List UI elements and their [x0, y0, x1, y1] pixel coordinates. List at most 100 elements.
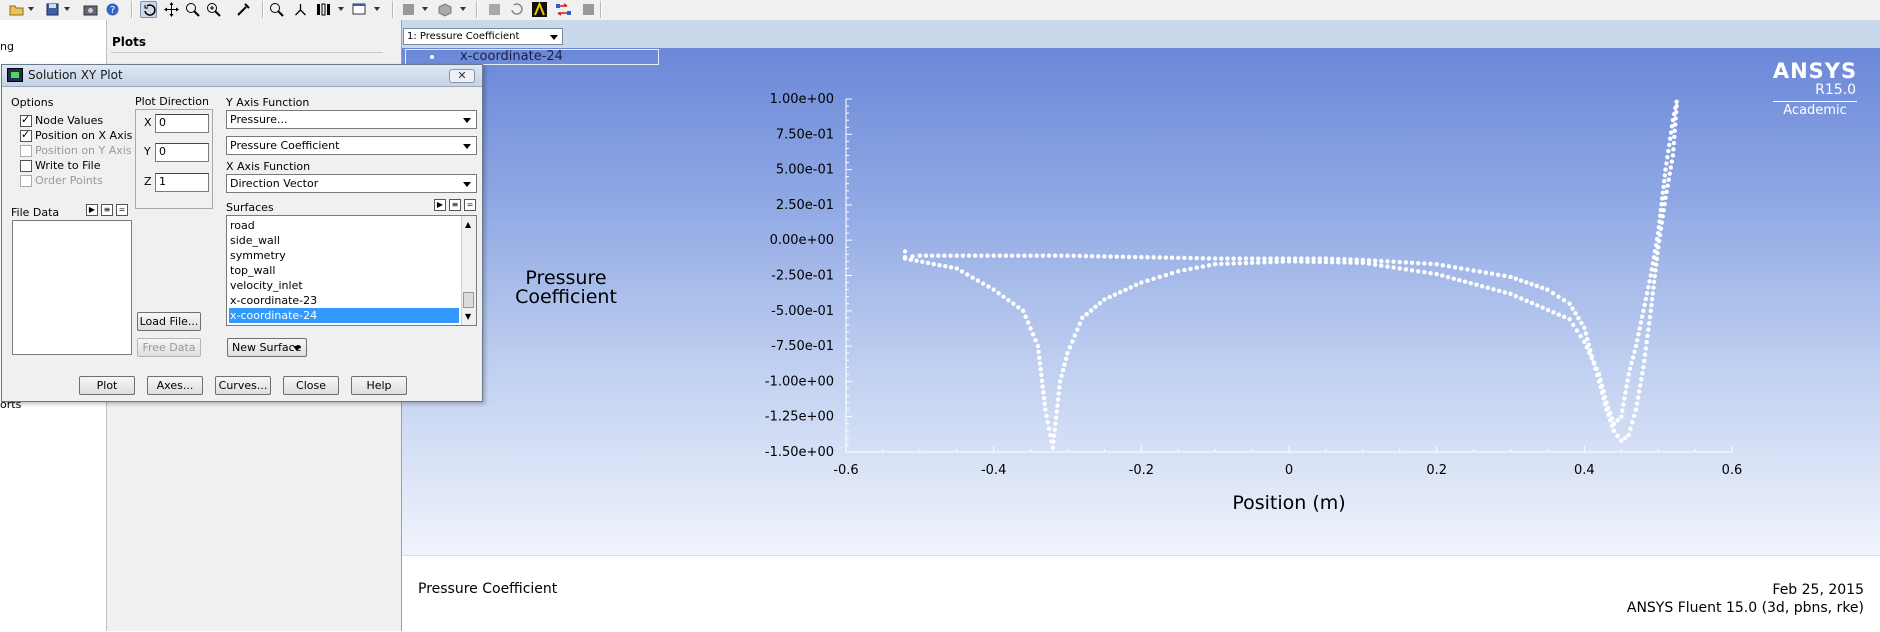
data-point	[1483, 270, 1489, 275]
y-tick-label: -5.00e-01	[771, 304, 834, 319]
list-scrollbar[interactable]: ▲ ▼	[461, 216, 476, 325]
select-all-icon[interactable]: ▶	[86, 204, 98, 216]
data-point	[1489, 271, 1495, 276]
node-values-checkbox[interactable]	[20, 113, 32, 127]
data-point	[1372, 258, 1378, 263]
footer-plot-name: Pressure Coefficient	[418, 581, 558, 597]
data-point	[1088, 308, 1094, 313]
chevron-down-icon[interactable]	[64, 7, 70, 11]
close-button[interactable]: Close	[283, 376, 339, 395]
data-point	[1540, 305, 1545, 310]
list-item-selected[interactable]: x-coordinate-24	[229, 308, 459, 323]
y-axis-function-select[interactable]: Pressure...	[226, 110, 477, 129]
scroll-down-icon[interactable]: ▼	[465, 312, 472, 321]
data-point	[1385, 264, 1390, 269]
close-icon[interactable]: ✕	[449, 69, 475, 83]
data-point	[1660, 190, 1666, 195]
data-point	[1611, 428, 1617, 434]
chevron-down-icon[interactable]	[460, 7, 466, 11]
zoom-fit-icon[interactable]	[268, 1, 285, 18]
data-point	[1649, 302, 1654, 308]
layout-icon[interactable]	[315, 1, 332, 18]
zoom-box-icon[interactable]	[205, 1, 222, 18]
load-file-button[interactable]: Load File...	[137, 312, 201, 331]
chevron-down-icon[interactable]	[28, 7, 34, 11]
compare-icon[interactable]	[555, 1, 572, 18]
rotate-icon[interactable]	[140, 1, 157, 18]
chevron-down-icon[interactable]	[338, 7, 344, 11]
list-item[interactable]: x-coordinate-23	[230, 294, 318, 307]
data-point	[1021, 308, 1026, 313]
deselect-icon[interactable]: =	[464, 199, 476, 211]
data-point	[1622, 435, 1628, 441]
data-point	[1513, 293, 1519, 299]
scroll-thumb[interactable]	[463, 292, 474, 308]
data-point	[1397, 266, 1402, 271]
data-point	[1035, 343, 1041, 349]
data-point	[1524, 298, 1529, 303]
data-point	[1446, 264, 1452, 269]
zoom-icon[interactable]	[184, 1, 201, 18]
open-icon[interactable]	[8, 1, 25, 18]
translate-icon[interactable]	[163, 1, 180, 18]
curves-button[interactable]: Curves...	[215, 376, 271, 395]
list-item[interactable]: symmetry	[230, 249, 286, 262]
list-item[interactable]: velocity_inlet	[230, 279, 303, 292]
plot-canvas[interactable]	[402, 48, 1880, 555]
y-axis-quantity-value: Pressure Coefficient	[230, 139, 340, 152]
graphics-window-selector[interactable]: 1: Pressure Coefficient	[403, 28, 563, 45]
select-all-icon[interactable]: ▶	[434, 199, 446, 211]
data-point	[1582, 339, 1587, 345]
chevron-down-icon[interactable]	[422, 7, 428, 11]
stop-icon[interactable]	[580, 1, 597, 18]
snapshot-icon[interactable]	[82, 1, 99, 18]
new-surface-button[interactable]: New Surface	[227, 338, 307, 357]
help-button[interactable]: Help	[351, 376, 407, 395]
data-point	[1102, 254, 1107, 259]
fluent-logo-icon[interactable]	[531, 1, 548, 18]
data-point	[1621, 402, 1626, 407]
data-point	[931, 261, 936, 267]
data-point	[1023, 314, 1028, 319]
data-point	[1225, 261, 1230, 266]
help-icon[interactable]: ?	[104, 1, 121, 18]
direction-y-input[interactable]: 0	[155, 143, 209, 162]
list-icon[interactable]: ≡	[101, 204, 113, 216]
chevron-down-icon[interactable]	[374, 7, 380, 11]
y-axis-quantity-select[interactable]: Pressure Coefficient	[226, 136, 477, 155]
window-icon[interactable]	[351, 1, 368, 18]
list-item[interactable]: road	[230, 219, 255, 232]
surface-icon[interactable]	[436, 1, 453, 18]
probe-icon[interactable]	[235, 1, 252, 18]
mesh-display-icon[interactable]	[400, 1, 417, 18]
scroll-up-icon[interactable]: ▲	[465, 220, 472, 229]
list-item[interactable]: side_wall	[230, 234, 280, 247]
list-icon[interactable]: ≡	[449, 199, 461, 211]
deselect-icon[interactable]: =	[116, 204, 128, 216]
position-x-checkbox[interactable]	[20, 128, 32, 142]
data-point	[1513, 276, 1518, 281]
write-to-file-checkbox[interactable]	[20, 160, 32, 172]
data-point	[1459, 266, 1464, 271]
legend-entry[interactable]: x-coordinate-24	[405, 49, 659, 65]
refresh-icon[interactable]	[508, 1, 525, 18]
file-data-list[interactable]	[12, 220, 132, 355]
plot-button[interactable]: Plot	[79, 376, 135, 395]
save-icon[interactable]	[44, 1, 61, 18]
order-points-checkbox[interactable]	[20, 175, 32, 187]
surfaces-list[interactable]: road side_wall symmetry top_wall velocit…	[226, 215, 477, 326]
x-axis-function-select[interactable]: Direction Vector	[226, 174, 477, 193]
position-y-checkbox[interactable]	[20, 145, 32, 157]
views-icon[interactable]	[292, 1, 309, 18]
data-point	[1653, 243, 1659, 248]
axes-button[interactable]: Axes...	[147, 376, 203, 395]
sync-icon[interactable]	[486, 1, 503, 18]
graphics-toolbar	[402, 20, 1880, 48]
y-tick-label: -1.00e+00	[765, 374, 834, 389]
direction-x-input[interactable]: 0	[155, 114, 209, 133]
data-point	[1471, 268, 1476, 273]
dialog-titlebar[interactable]: Solution XY Plot ✕	[2, 65, 482, 87]
list-item[interactable]: top_wall	[230, 264, 276, 277]
free-data-button[interactable]: Free Data	[137, 338, 201, 357]
direction-z-input[interactable]: 1	[155, 173, 209, 192]
